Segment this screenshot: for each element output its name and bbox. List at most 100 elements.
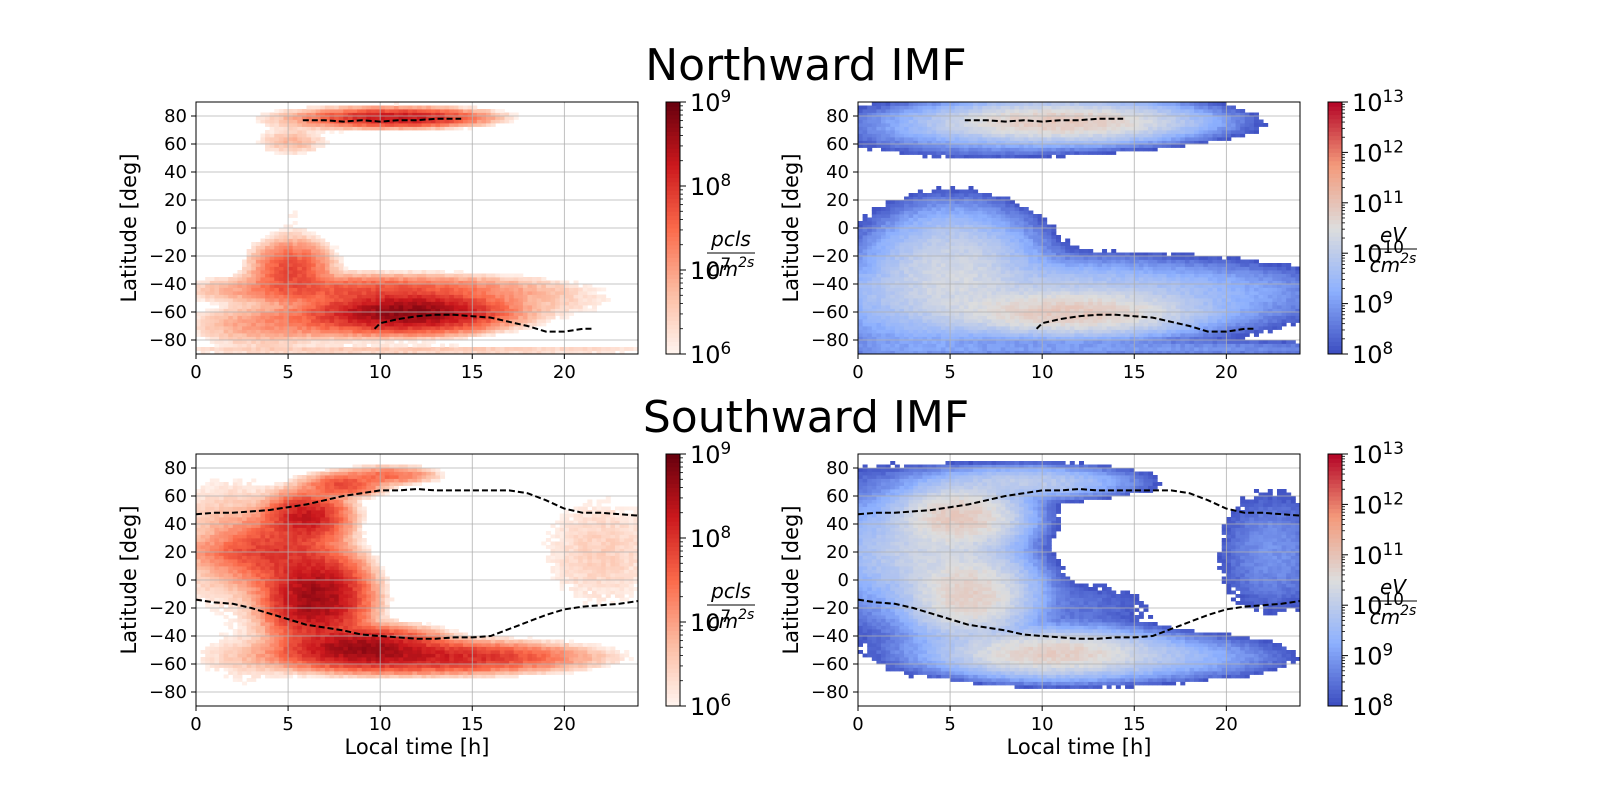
heatmap-cell — [260, 116, 265, 120]
heatmap-cell — [555, 298, 560, 302]
heatmap-cell — [1001, 319, 1006, 323]
heatmap-cell — [491, 274, 496, 278]
heatmap-cell — [909, 116, 914, 120]
heatmap-cell — [606, 298, 611, 302]
heatmap-cell — [932, 218, 937, 222]
heatmap-cell — [247, 333, 252, 337]
heatmap-cell — [514, 305, 519, 309]
heatmap-cell — [992, 291, 997, 295]
heatmap-cell — [311, 288, 316, 292]
heatmap-cell — [863, 316, 868, 320]
heatmap-cell — [1010, 214, 1015, 218]
heatmap-cell — [454, 298, 459, 302]
heatmap-cell — [362, 326, 367, 330]
heatmap-cell — [302, 288, 307, 292]
heatmap-cell — [996, 344, 1001, 348]
heatmap-cell — [959, 284, 964, 288]
heatmap-cell — [523, 298, 528, 302]
heatmap-cell — [504, 312, 509, 316]
heatmap-cell — [307, 256, 312, 260]
heatmap-cell — [992, 148, 997, 152]
heatmap-cell — [969, 151, 974, 155]
heatmap-cell — [982, 295, 987, 299]
heatmap-cell — [288, 214, 293, 218]
heatmap-cell — [950, 130, 955, 134]
heatmap-cell — [996, 326, 1001, 330]
heatmap-cell — [1001, 123, 1006, 127]
heatmap-cell — [973, 256, 978, 260]
heatmap-cell — [1033, 263, 1038, 267]
heatmap-cell — [1015, 284, 1020, 288]
heatmap-cell — [927, 347, 932, 351]
heatmap-cell — [909, 344, 914, 348]
heatmap-cell — [1019, 305, 1024, 309]
heatmap-cell — [574, 288, 579, 292]
heatmap-cell — [564, 291, 569, 295]
heatmap-cell — [353, 274, 358, 278]
heatmap-cell — [969, 305, 974, 309]
heatmap-cell — [481, 333, 486, 337]
heatmap-cell — [876, 123, 881, 127]
heatmap-cell — [1010, 277, 1015, 281]
heatmap-cell — [514, 277, 519, 281]
heatmap-cell — [927, 312, 932, 316]
heatmap-cell — [918, 333, 923, 337]
heatmap-cell — [334, 344, 339, 348]
heatmap-cell — [394, 109, 399, 113]
heatmap-cell — [435, 120, 440, 124]
heatmap-cell — [955, 120, 960, 124]
heatmap-cell — [500, 120, 505, 124]
heatmap-cell — [904, 239, 909, 243]
heatmap-cell — [1033, 151, 1038, 155]
heatmap-cell — [969, 186, 974, 190]
heatmap-cell — [890, 242, 895, 246]
heatmap-cell — [362, 333, 367, 337]
heatmap-cell — [422, 106, 427, 110]
heatmap-cell — [408, 330, 413, 334]
heatmap-cell — [876, 270, 881, 274]
heatmap-cell — [518, 312, 523, 316]
heatmap-cell — [941, 130, 946, 134]
heatmap-cell — [399, 123, 404, 127]
heatmap-cell — [247, 319, 252, 323]
heatmap-cell — [472, 295, 477, 299]
heatmap-cell — [969, 106, 974, 110]
heatmap-cell — [504, 326, 509, 330]
heatmap-cell — [385, 284, 390, 288]
heatmap-cell — [867, 267, 872, 271]
heatmap-cell — [1028, 291, 1033, 295]
heatmap-cell — [881, 109, 886, 113]
heatmap-cell — [922, 221, 927, 225]
heatmap-cell — [247, 312, 252, 316]
heatmap-cell — [941, 151, 946, 155]
heatmap-cell — [330, 130, 335, 134]
heatmap-cell — [325, 106, 330, 110]
heatmap-cell — [1010, 102, 1015, 106]
heatmap-cell — [233, 326, 238, 330]
heatmap-cell — [316, 319, 321, 323]
heatmap-cell — [922, 144, 927, 148]
heatmap-cell — [251, 256, 256, 260]
heatmap-cell — [922, 228, 927, 232]
heatmap-cell — [330, 305, 335, 309]
heatmap-cell — [297, 235, 302, 239]
heatmap-cell — [955, 295, 960, 299]
heatmap-cell — [302, 291, 307, 295]
heatmap-cell — [955, 134, 960, 138]
heatmap-cell — [210, 277, 215, 281]
heatmap-cell — [592, 288, 597, 292]
heatmap-cell — [495, 277, 500, 281]
heatmap-cell — [297, 344, 302, 348]
heatmap-cell — [587, 347, 592, 351]
heatmap-cell — [959, 270, 964, 274]
heatmap-cell — [307, 235, 312, 239]
heatmap-cell — [858, 260, 863, 264]
heatmap-cell — [899, 218, 904, 222]
heatmap-cell — [899, 123, 904, 127]
heatmap-cell — [872, 130, 877, 134]
heatmap-cell — [606, 347, 611, 351]
heatmap-cell — [504, 116, 509, 120]
heatmap-cell — [936, 333, 941, 337]
heatmap-cell — [955, 291, 960, 295]
heatmap-cell — [863, 228, 868, 232]
